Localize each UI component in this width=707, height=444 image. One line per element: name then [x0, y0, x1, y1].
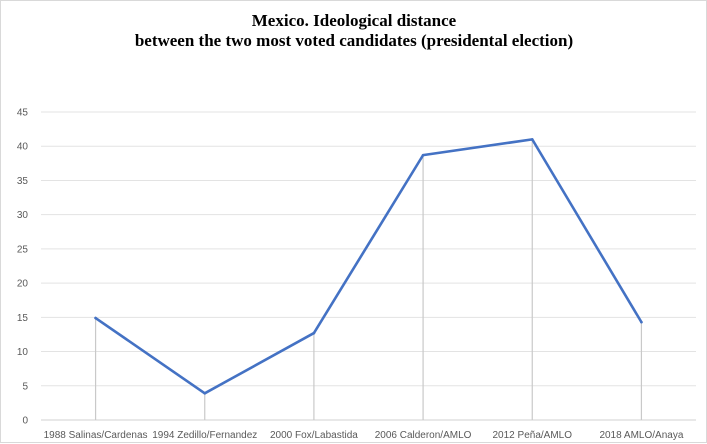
y-axis-tick-labels: 0 5 10 15 20 25 30 35 40 45: [17, 108, 29, 427]
y-tick-label: 35: [17, 176, 29, 187]
data-point: [94, 316, 97, 320]
x-tick-label: 1988 Salinas/Cardenas: [44, 430, 148, 441]
y-tick-label: 25: [17, 244, 29, 255]
y-tick-label: 10: [17, 347, 29, 358]
x-tick-label: 2018 AMLO/Anaya: [599, 430, 683, 441]
data-point: [530, 138, 534, 141]
y-tick-label: 30: [17, 210, 29, 221]
x-tick-label: 1994 Zedillo/Fernandez: [152, 430, 257, 441]
y-tick-label: 0: [22, 416, 28, 427]
x-tick-label: 2000 Fox/Labastida: [270, 430, 358, 441]
data-point: [640, 320, 643, 324]
series-line: [94, 138, 643, 395]
y-tick-label: 20: [17, 279, 29, 290]
gridlines: [41, 111, 696, 421]
y-tick-label: 15: [17, 313, 29, 324]
data-point: [312, 331, 316, 335]
x-tick-label: 2006 Calderon/AMLO: [375, 430, 472, 441]
data-point: [421, 153, 425, 157]
chart-title-line-2: between the two most voted candidates (p…: [135, 31, 573, 50]
x-tick-label: 2012 Peña/AMLO: [493, 430, 573, 441]
data-point: [203, 392, 207, 395]
y-tick-label: 5: [22, 381, 28, 392]
chart-title-line-1: Mexico. Ideological distance: [252, 11, 457, 30]
y-tick-label: 40: [17, 142, 29, 153]
series-layer: [94, 138, 643, 395]
y-tick-label: 45: [17, 108, 29, 119]
drop-lines: [94, 139, 643, 420]
x-axis-tick-labels: 1988 Salinas/Cardenas 1994 Zedillo/Fernan…: [44, 430, 684, 441]
